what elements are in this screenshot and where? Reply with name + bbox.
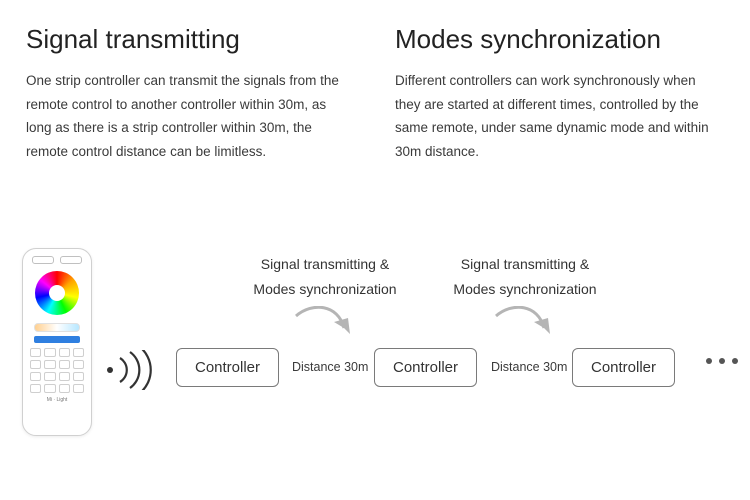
controller-box-1: Controller — [176, 348, 279, 387]
distance-1: Distance 30m — [292, 360, 368, 374]
remote-brand: Mi · Light — [23, 397, 91, 403]
left-column: Signal transmitting One strip controller… — [26, 24, 355, 164]
stack-2: Signal transmitting & Modes synchronizat… — [420, 252, 630, 301]
controller-box-3: Controller — [572, 348, 675, 387]
right-body: Different controllers can work synchrono… — [395, 69, 724, 164]
controller-box-2: Controller — [374, 348, 477, 387]
stack-1: Signal transmitting & Modes synchronizat… — [220, 252, 430, 301]
right-title: Modes synchronization — [395, 24, 724, 55]
mode-bar-icon — [34, 336, 80, 343]
stack-2-line2: Modes synchronization — [420, 277, 630, 302]
distance-2: Distance 30m — [491, 360, 567, 374]
arrow-1-icon — [290, 306, 360, 353]
color-wheel-icon — [35, 271, 79, 315]
right-column: Modes synchronization Different controll… — [395, 24, 724, 164]
stack-1-line2: Modes synchronization — [220, 277, 430, 302]
ellipsis-icon — [706, 358, 738, 364]
stack-1-line1: Signal transmitting & — [220, 252, 430, 277]
cct-bar-icon — [34, 323, 80, 332]
left-title: Signal transmitting — [26, 24, 355, 55]
left-body: One strip controller can transmit the si… — [26, 69, 355, 164]
diagram: Mi · Light Signal transmitting & Modes s… — [0, 240, 750, 460]
signal-icon — [104, 350, 154, 395]
stack-2-line1: Signal transmitting & — [420, 252, 630, 277]
remote-icon: Mi · Light — [22, 248, 92, 436]
arrow-2-icon — [490, 306, 560, 353]
